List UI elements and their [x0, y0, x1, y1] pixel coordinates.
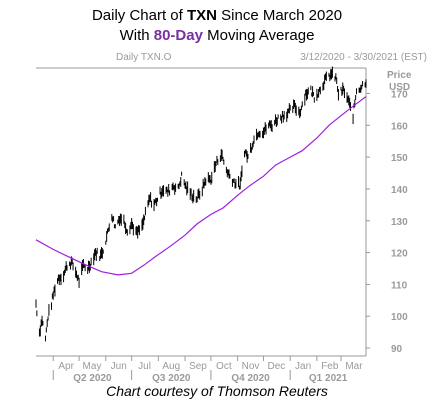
x-tick-label: Jan — [295, 361, 311, 372]
title-ticker: TXN — [186, 7, 217, 24]
y-tick-label: 150 — [391, 153, 408, 164]
y-tick-label: 110 — [391, 280, 408, 291]
quarter-label: Q2 2020 — [73, 373, 112, 384]
x-tick-label: Jun — [111, 361, 127, 372]
quarter-label: Q1 2021 — [309, 373, 348, 384]
y-tick-label: 160 — [391, 121, 408, 132]
y-axis-title-unit: USD — [389, 82, 410, 93]
chart-title-line-1: Daily Chart of TXN Since March 2020 — [0, 6, 434, 26]
x-tick-label: Sep — [189, 361, 207, 372]
quarter-label: Q4 2020 — [231, 373, 270, 384]
moving-average-line — [35, 96, 367, 276]
x-tick-label: Aug — [162, 361, 180, 372]
quarter-label: Q3 2020 — [152, 373, 191, 384]
y-tick-label: 120 — [391, 249, 408, 260]
x-tick-label: Nov — [242, 361, 260, 372]
chart-header-label: Daily TXN.O — [116, 52, 172, 63]
title-suffix: Since March 2020 — [216, 7, 343, 24]
x-tick-label: Feb — [321, 361, 339, 372]
subtitle-suffix: Moving Average — [202, 27, 315, 44]
x-tick-label: Mar — [345, 361, 363, 372]
subtitle-prefix: With — [119, 27, 154, 44]
y-tick-label: 130 — [391, 217, 408, 228]
y-tick-label: 100 — [391, 312, 408, 323]
y-tick-label: 170 — [391, 89, 408, 100]
y-axis-title: Price — [387, 70, 412, 81]
y-tick-label: 140 — [391, 185, 408, 196]
x-tick-label: May — [83, 361, 102, 372]
title-prefix: Daily Chart of — [91, 7, 187, 24]
x-tick-label: Dec — [267, 361, 285, 372]
date-range-label: 3/12/2020 - 3/30/2021 (EST) — [300, 52, 427, 63]
x-tick-label: Jul — [138, 361, 151, 372]
y-tick-label: 90 — [391, 344, 403, 355]
subtitle-highlight: 80-Day — [153, 27, 203, 44]
chart-title-line-2: With 80-Day Moving Average — [0, 26, 434, 46]
x-tick-label: Apr — [58, 361, 74, 372]
x-tick-label: Oct — [216, 361, 232, 372]
chart-credit: Chart courtesy of Thomson Reuters — [106, 383, 328, 399]
